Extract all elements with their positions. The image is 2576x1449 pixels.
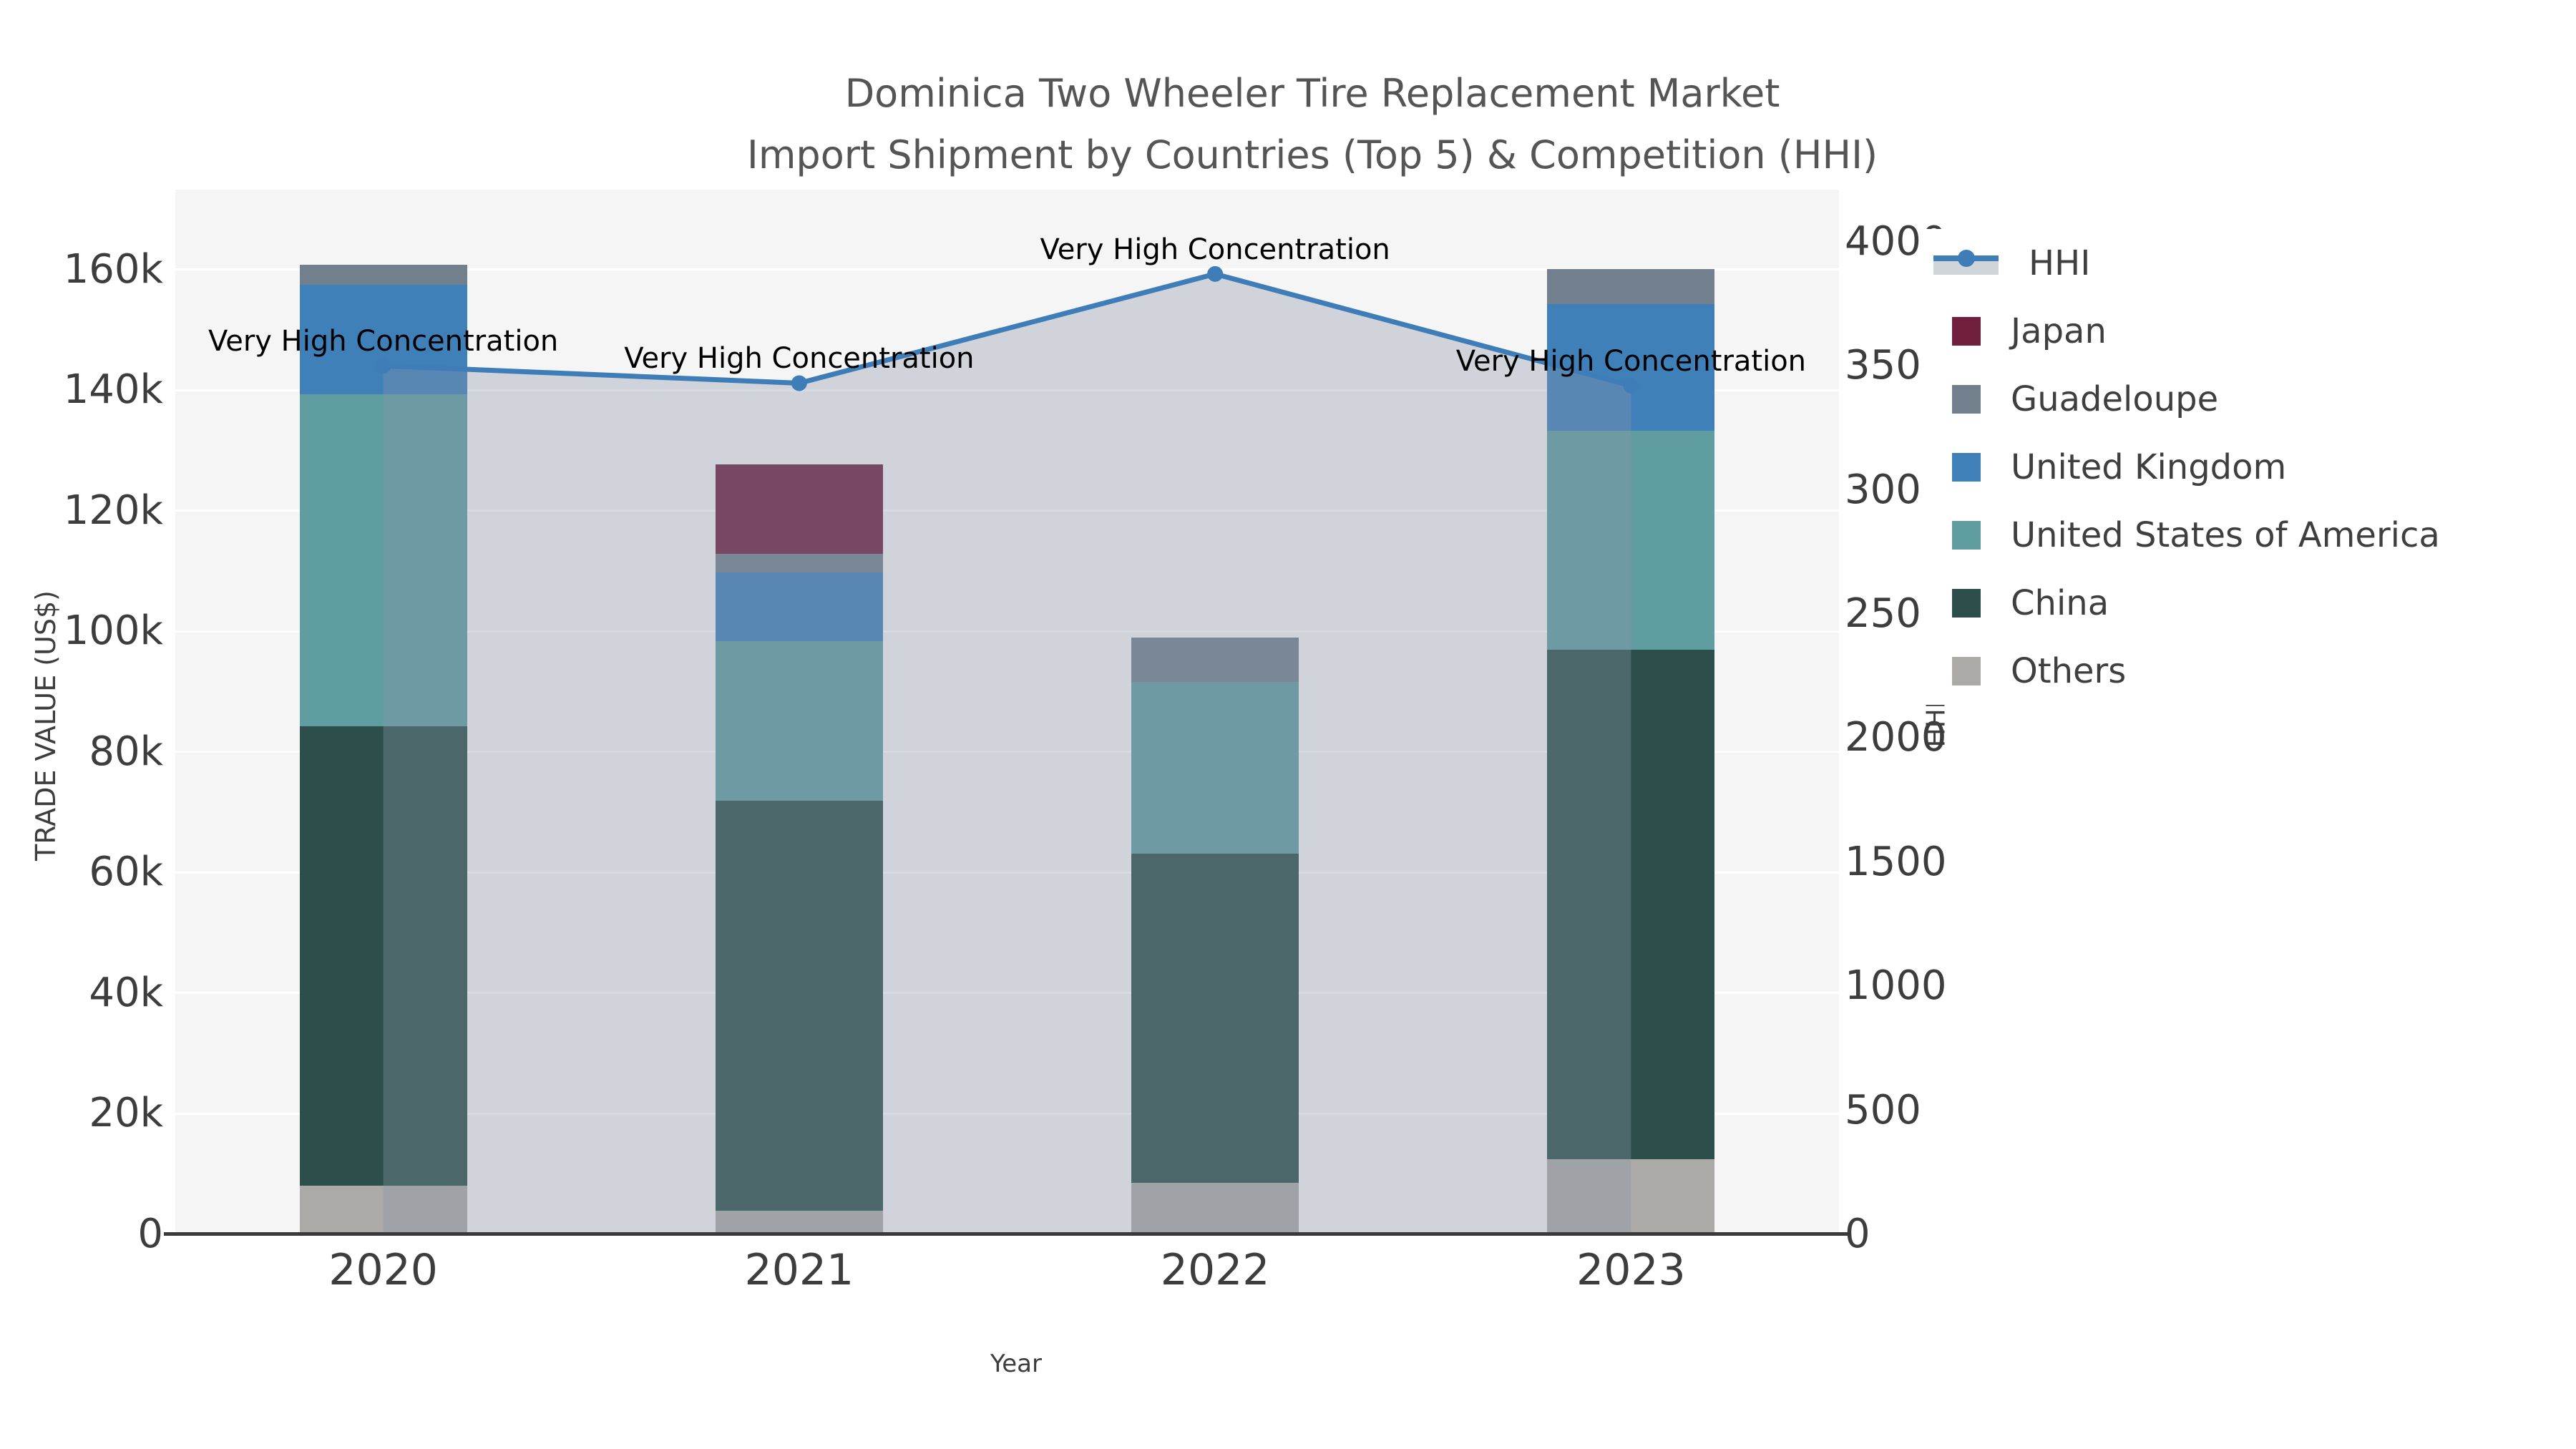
legend-label: United Kingdom (2011, 447, 2287, 487)
y2-axis-tick-1500: 1500 (1845, 838, 1947, 885)
legend-swatch-united-states-of-america (1952, 520, 1981, 550)
legend-item-united-states-of-america[interactable]: United States of America (1919, 501, 2576, 569)
bar-segment-guadeloupe-2023[interactable] (1547, 268, 1715, 305)
plot-area (164, 190, 1850, 1236)
hhi-marker-2021[interactable] (791, 375, 807, 391)
gridline (175, 630, 1839, 633)
annotation-2022: Very High Concentration (1040, 233, 1390, 266)
bar-segment-guadeloupe-2022[interactable] (1131, 637, 1299, 683)
bar-segment-china-2022[interactable] (1131, 854, 1299, 1184)
legend-item-hhi[interactable]: HHI (1919, 229, 2576, 297)
legend-label: Japan (2011, 311, 2107, 351)
gridline (175, 389, 1839, 391)
y2-axis-tick-2000: 2000 (1845, 714, 1947, 761)
hhi-line-layer (375, 265, 1639, 1234)
hhi-marker-sample (1958, 249, 1975, 267)
hhi-marker-2020[interactable] (375, 358, 391, 374)
y-axis-tick-120k: 120k (63, 487, 163, 534)
y2-axis-tick-500: 500 (1845, 1086, 1921, 1133)
gridline (175, 751, 1839, 753)
gridline (175, 992, 1839, 995)
y-axis-tick-80k: 80k (89, 728, 163, 775)
bar-segment-china-2020[interactable] (299, 726, 467, 1186)
bar-segment-others-2020[interactable] (299, 1185, 467, 1234)
legend-swatch-united-kingdom (1952, 452, 1981, 482)
y2-axis-title: HHI (1921, 701, 1951, 748)
bar-segment-others-2023[interactable] (1547, 1158, 1715, 1234)
y-axis-tick-40k: 40k (89, 969, 163, 1016)
legend-item-united-kingdom[interactable]: United Kingdom (1919, 433, 2576, 501)
bar-segment-united-states-of-america-2021[interactable] (715, 640, 883, 801)
hhi-line (383, 271, 1632, 389)
bar-segment-guadeloupe-2021[interactable] (715, 553, 883, 572)
y-axis-tick-140k: 140k (63, 366, 163, 414)
x-axis-tick-2023: 2023 (1576, 1245, 1686, 1295)
bar-segment-china-2023[interactable] (1547, 649, 1715, 1159)
hhi-area-fill (383, 273, 1631, 1234)
bar-segment-others-2021[interactable] (715, 1211, 883, 1234)
bar-segment-united-states-of-america-2022[interactable] (1131, 682, 1299, 854)
gridline (175, 871, 1839, 874)
y-axis-tick-60k: 60k (89, 849, 163, 896)
x-axis-line (164, 1232, 1850, 1236)
y-axis-tick-160k: 160k (63, 245, 163, 293)
annotation-2020: Very High Concentration (208, 325, 559, 358)
legend-swatch-others (1952, 656, 1981, 686)
gridline (175, 509, 1839, 512)
y2-axis-tick-1000: 1000 (1845, 962, 1947, 1010)
gridline (175, 1112, 1839, 1115)
bar-segment-guadeloupe-2020[interactable] (299, 264, 467, 285)
legend-item-others[interactable]: Others (1919, 637, 2576, 705)
chart-title: Dominica Two Wheeler Tire Replacement Ma… (0, 63, 2576, 186)
y-axis-title: TRADE VALUE (US$) (30, 590, 62, 861)
x-axis-tick-2022: 2022 (1160, 1245, 1270, 1295)
hhi-line-sample-icon (1933, 248, 1999, 279)
legend-item-china[interactable]: China (1919, 569, 2576, 637)
bar-segment-others-2022[interactable] (1131, 1183, 1299, 1234)
y-axis-tick-20k: 20k (89, 1090, 163, 1137)
legend-label: China (2011, 582, 2109, 623)
legend-swatch-japan (1952, 316, 1981, 346)
y-axis-tick-0: 0 (137, 1211, 163, 1257)
y-axis-tick-100k: 100k (63, 608, 163, 655)
legend-swatch-guadeloupe (1952, 384, 1981, 414)
bar-segment-united-states-of-america-2020[interactable] (299, 394, 467, 727)
legend-label: United States of America (2011, 514, 2440, 555)
chart-title-line2: Import Shipment by Countries (Top 5) & C… (746, 132, 1878, 177)
gridline (175, 268, 1839, 271)
bar-segment-china-2021[interactable] (715, 801, 883, 1211)
bar-segment-united-kingdom-2020[interactable] (299, 284, 467, 395)
bar-segment-japan-2021[interactable] (715, 464, 883, 554)
bar-segment-united-states-of-america-2023[interactable] (1547, 430, 1715, 650)
hhi-marker-2023[interactable] (1623, 377, 1639, 394)
x-axis-tick-2021: 2021 (744, 1245, 854, 1295)
legend-item-guadeloupe[interactable]: Guadeloupe (1919, 365, 2576, 433)
bar-segment-united-kingdom-2023[interactable] (1547, 304, 1715, 431)
legend-label: HHI (2029, 243, 2091, 283)
legend-label: Others (2011, 650, 2127, 691)
legend-item-japan[interactable]: Japan (1919, 297, 2576, 365)
x-axis-title: Year (990, 1350, 1042, 1378)
annotation-2021: Very High Concentration (624, 342, 975, 376)
chart-title-line1: Dominica Two Wheeler Tire Replacement Ma… (844, 71, 1780, 116)
x-axis-tick-2020: 2020 (328, 1245, 438, 1295)
hhi-marker-2022[interactable] (1207, 265, 1224, 282)
legend-swatch-china (1952, 588, 1981, 618)
bar-segment-united-kingdom-2021[interactable] (715, 572, 883, 641)
legend-label: Guadeloupe (2011, 379, 2219, 419)
annotation-2023: Very High Concentration (1455, 344, 1807, 378)
legend: HHI Japan Guadeloupe United Kingdom United S… (1919, 229, 2576, 705)
